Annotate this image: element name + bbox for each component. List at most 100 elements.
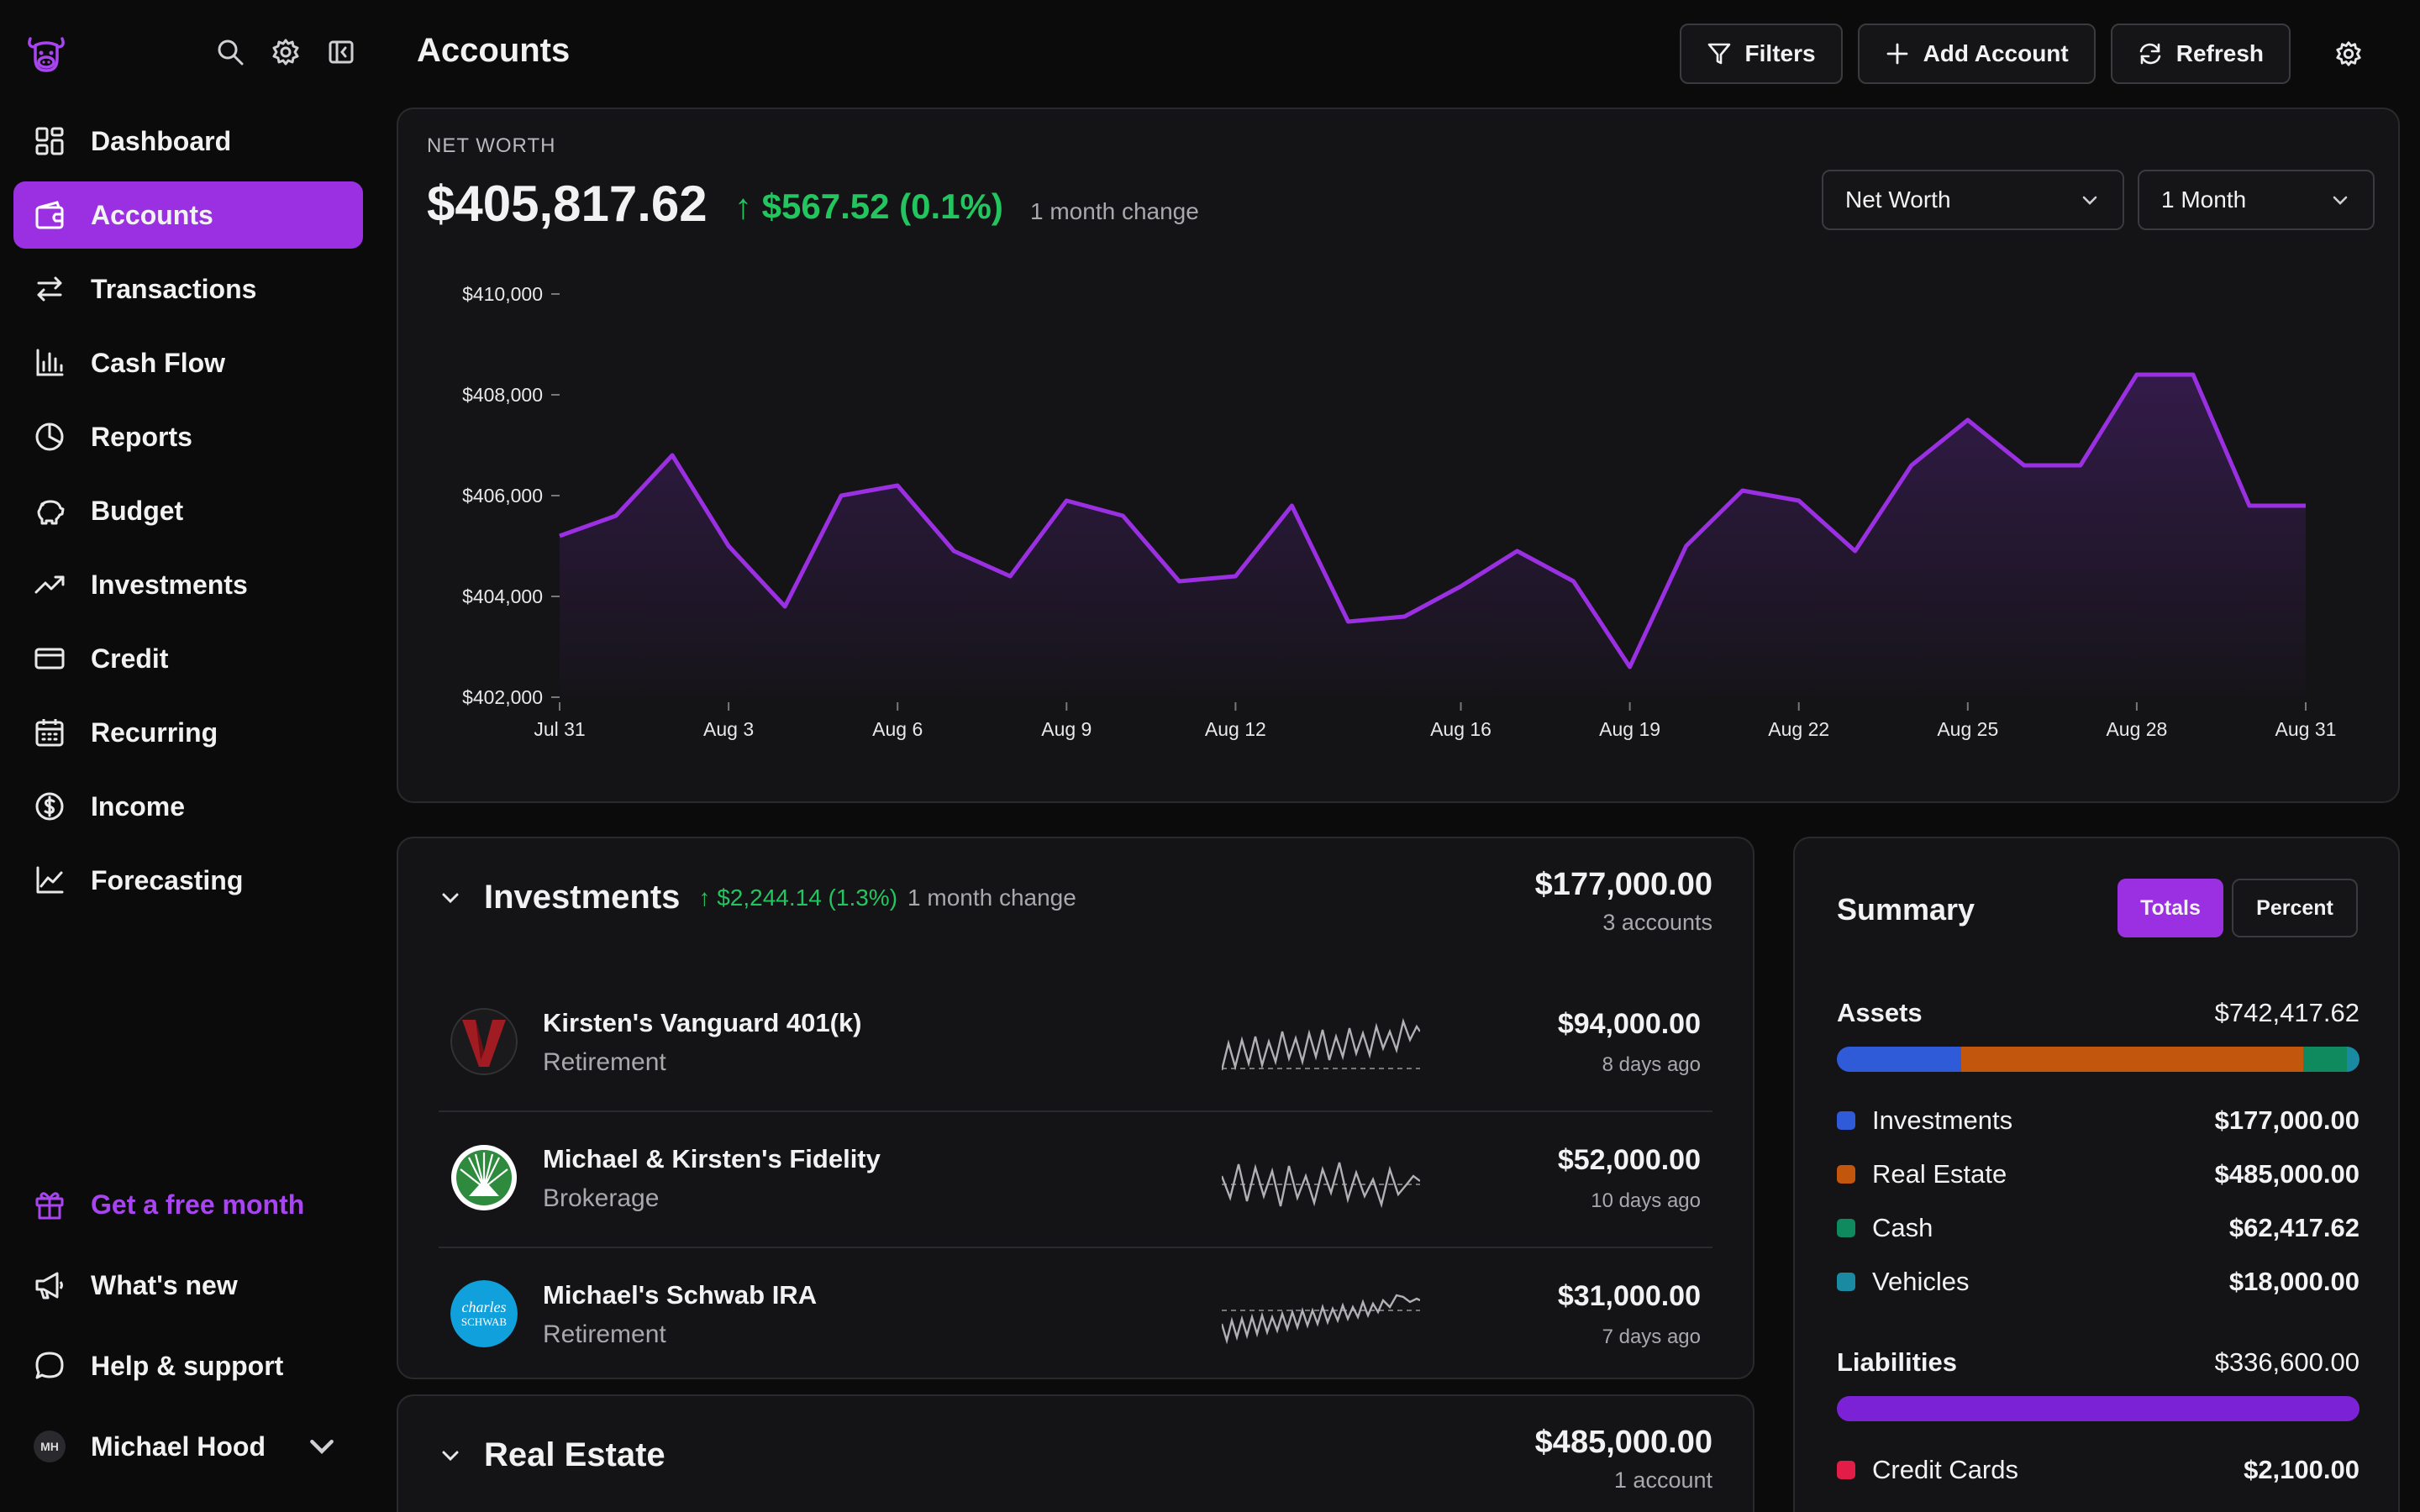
account-row[interactable]: Michael & Kirsten's Fidelity Brokerage $…: [439, 1114, 1712, 1248]
account-row[interactable]: charles SCHWAB Michael's Schwab IRA Reti…: [439, 1250, 1712, 1384]
refresh-button[interactable]: Refresh: [2110, 24, 2291, 84]
metric-select-value: Net Worth: [1845, 186, 1951, 213]
settings-gear-icon[interactable]: [271, 37, 301, 67]
help-support-link[interactable]: Help & support: [13, 1332, 363, 1399]
gift-icon: [35, 1192, 64, 1220]
data-point[interactable]: [2078, 463, 2083, 468]
assets-label: Assets: [1837, 998, 1923, 1027]
nav-item-investments[interactable]: Investments: [13, 551, 363, 618]
data-point[interactable]: [2303, 503, 2308, 508]
nav-item-forecasting[interactable]: Forecasting: [13, 847, 363, 914]
data-point[interactable]: [2022, 463, 2027, 468]
data-point[interactable]: [1515, 549, 1520, 554]
page-settings-button[interactable]: [2328, 33, 2370, 75]
data-point[interactable]: [1797, 498, 1802, 503]
investments-group-header[interactable]: Investments ↑ $2,244.14 (1.3%) 1 month c…: [439, 879, 1076, 916]
data-point[interactable]: [670, 453, 675, 458]
data-point[interactable]: [1233, 574, 1238, 579]
data-point[interactable]: [613, 513, 618, 518]
legend-row-real-estate[interactable]: Real Estate $485,000.00: [1837, 1147, 2360, 1201]
nav-item-dashboard[interactable]: Dashboard: [13, 108, 363, 175]
data-point[interactable]: [1402, 614, 1407, 619]
data-point[interactable]: [1007, 574, 1013, 579]
free-month-label: Get a free month: [91, 1189, 305, 1220]
search-icon[interactable]: [215, 37, 245, 67]
data-point[interactable]: [557, 533, 562, 538]
nav-item-transactions[interactable]: Transactions: [13, 255, 363, 323]
user-name: Michael Hood: [91, 1431, 266, 1462]
investments-group: Investments ↑ $2,244.14 (1.3%) 1 month c…: [397, 837, 1754, 1379]
data-point[interactable]: [1459, 584, 1464, 589]
group-change-period: 1 month change: [908, 884, 1076, 911]
filters-button[interactable]: Filters: [1679, 24, 1843, 84]
nav-item-budget[interactable]: Budget: [13, 477, 363, 544]
data-point[interactable]: [1628, 664, 1633, 669]
data-point[interactable]: [1965, 417, 1970, 423]
data-point[interactable]: [1909, 463, 1914, 468]
account-balance: $31,000.00: [1557, 1280, 1701, 1312]
nav-item-recurring[interactable]: Recurring: [13, 699, 363, 766]
vanguard-logo: [450, 1008, 518, 1075]
x-tick-label: Aug 28: [2106, 718, 2167, 740]
real-estate-group-header[interactable]: Real Estate: [439, 1436, 666, 1474]
data-point[interactable]: [951, 549, 956, 554]
data-point[interactable]: [839, 493, 844, 498]
whats-new-link[interactable]: What's new: [13, 1252, 363, 1319]
legend-swatch: [1837, 1165, 1855, 1184]
data-point[interactable]: [895, 483, 900, 488]
free-month-link[interactable]: Get a free month: [13, 1171, 363, 1238]
net-worth-change-period: 1 month change: [1030, 198, 1199, 224]
chat-bubble-icon: [35, 1352, 64, 1379]
megaphone-icon: [35, 1272, 63, 1299]
percent-toggle-button[interactable]: Percent: [2232, 879, 2358, 937]
data-point[interactable]: [1345, 619, 1350, 624]
legend-row-investments[interactable]: Investments $177,000.00: [1837, 1094, 2360, 1147]
dashboard-icon: [35, 127, 64, 155]
legend-row-credit-cards[interactable]: Credit Cards $2,100.00: [1837, 1443, 2360, 1497]
nav-item-accounts[interactable]: Accounts: [13, 181, 363, 249]
net-worth-chart[interactable]: $410,000 $408,000 $406,000 $404,000 $402,000…: [398, 109, 2402, 805]
x-tick-label: Aug 16: [1430, 718, 1491, 740]
nav-label: Transactions: [91, 273, 257, 304]
whats-new-label: What's new: [91, 1269, 238, 1300]
liabilities-section: Liabilities $336,600.00 Credit Cards $2,…: [1837, 1347, 2360, 1497]
add-account-button[interactable]: Add Account: [1857, 24, 2096, 84]
data-point[interactable]: [1684, 543, 1689, 549]
cow-logo-icon[interactable]: [24, 30, 69, 76]
liabilities-label: Liabilities: [1837, 1347, 1957, 1377]
data-point[interactable]: [1064, 498, 1069, 503]
account-sparkline: [1222, 1017, 1420, 1071]
account-updated: 7 days ago: [1602, 1326, 1701, 1348]
user-menu[interactable]: MH Michael Hood: [13, 1413, 363, 1480]
chevron-down-icon: [310, 1439, 334, 1454]
nav-item-credit[interactable]: Credit: [13, 625, 363, 692]
data-point[interactable]: [1120, 513, 1125, 518]
data-point[interactable]: [2191, 372, 2196, 377]
data-point[interactable]: [1740, 488, 1745, 493]
totals-toggle-button[interactable]: Totals: [2118, 879, 2223, 937]
assets-bar: [1837, 1047, 2360, 1072]
data-point[interactable]: [2134, 372, 2139, 377]
data-point[interactable]: [1176, 579, 1181, 584]
metric-select[interactable]: Net Worth: [1822, 170, 2124, 230]
collapse-sidebar-icon[interactable]: [326, 37, 356, 67]
data-point[interactable]: [1289, 503, 1294, 508]
wallet-icon: [35, 201, 64, 229]
data-point[interactable]: [1571, 579, 1576, 584]
account-row[interactable]: Kirsten's Vanguard 401(k) Retirement $94…: [439, 978, 1712, 1112]
data-point[interactable]: [782, 604, 787, 609]
nav-item-reports[interactable]: Reports: [13, 403, 363, 470]
legend-row-vehicles[interactable]: Vehicles $18,000.00: [1837, 1255, 2360, 1309]
piggy-bank-icon: [37, 500, 65, 525]
y-tick-label: $402,000: [462, 686, 543, 708]
data-point[interactable]: [2247, 503, 2252, 508]
data-point[interactable]: [726, 543, 731, 549]
legend-row-cash[interactable]: Cash $62,417.62: [1837, 1201, 2360, 1255]
range-select[interactable]: 1 Month: [2138, 170, 2375, 230]
nav-item-cash-flow[interactable]: Cash Flow: [13, 329, 363, 396]
fidelity-logo: [451, 1145, 517, 1210]
data-point[interactable]: [1853, 549, 1858, 554]
avatar: MH: [34, 1431, 66, 1462]
chevron-down-icon: [2333, 196, 2348, 205]
nav-item-income[interactable]: Income: [13, 773, 363, 840]
